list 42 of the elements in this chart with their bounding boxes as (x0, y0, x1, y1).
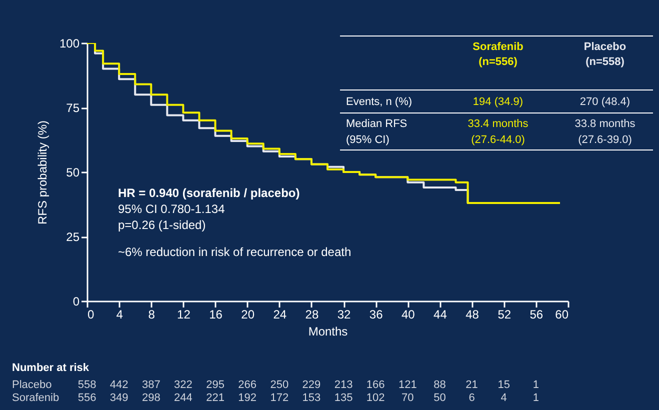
x-tick-label: 8 (148, 308, 156, 322)
x-axis-title: Months (308, 324, 348, 338)
y-tick-label: 75 (66, 101, 80, 115)
y-tick-label: 50 (66, 166, 80, 180)
annotation: 194 (34.9) (472, 96, 524, 108)
x-tick-label: 40 (401, 308, 416, 322)
x-tick-label: 32 (337, 308, 352, 322)
text: Sorafenib (472, 41, 524, 53)
text: 270 (48.4) (580, 96, 630, 108)
x-tick-label: 12 (177, 308, 191, 322)
text: Number at risk (12, 362, 90, 374)
annotation: Median RFS (95% CI) (346, 118, 408, 146)
annotation: HR = 0.940 (sorafenib / placebo) (118, 186, 300, 200)
annotation: 33.4 months (27.6-44.0) (468, 118, 529, 146)
x-tick-label: 36 (369, 308, 384, 322)
text: Placebo (12, 379, 52, 391)
annotation: 95% CI 0.780-1.134 (118, 202, 226, 216)
y-tick-label: 25 (66, 230, 80, 244)
annotation: (n=556) (478, 56, 518, 68)
x-tick-label: 48 (466, 308, 480, 322)
text: Placebo (584, 41, 626, 53)
text: 33.8 months (27.6-39.0) (574, 118, 636, 146)
x-tick-label: 52 (498, 308, 512, 322)
text: (n=558) (586, 56, 625, 68)
x-tick-label: 20 (241, 308, 255, 322)
annotation: ~6% reduction in risk of recurrence or death (118, 245, 352, 259)
y-tick-label: 100 (59, 36, 80, 50)
y-axis-title: RFS probability (%) (35, 120, 50, 225)
x-tick-label: 28 (305, 308, 319, 322)
annotation: p=0.26 (1-sided) (118, 218, 206, 232)
x-tick-label: 0 (88, 308, 94, 322)
x-tick-label: 4 (116, 308, 124, 322)
x-tick-label: 16 (209, 308, 223, 322)
y-tick-label: 0 (72, 294, 80, 308)
x-tick-label: 60 (555, 308, 569, 322)
x-tick-label: 24 (273, 308, 287, 322)
annotation: Events, n (%) (346, 96, 412, 108)
text: Sorafenib (12, 392, 60, 404)
text: 556 349 298 244 221 192 172 153 135 102 70 50 6 4 1 (78, 392, 539, 404)
x-tick-label: 56 (530, 308, 544, 322)
x-tick-label: 44 (434, 308, 448, 322)
text: 558 442 387 322 295 266 250 229 213 166 121 88 21 15 1 (78, 379, 539, 391)
